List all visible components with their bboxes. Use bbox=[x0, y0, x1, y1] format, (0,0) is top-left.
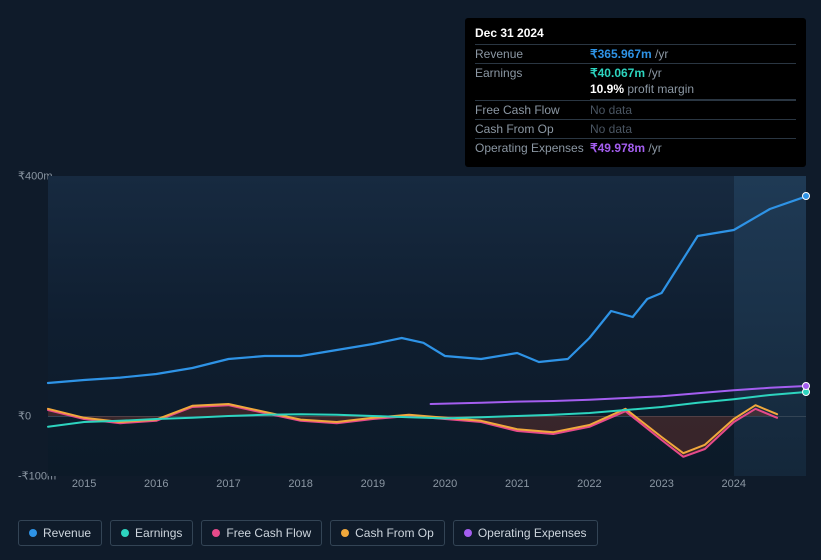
tooltip-row-label: Earnings bbox=[475, 66, 590, 80]
chart-legend: Revenue Earnings Free Cash Flow Cash From O… bbox=[18, 520, 598, 546]
legend-item-cash-from-op[interactable]: Cash From Op bbox=[330, 520, 445, 546]
tooltip-row-value: No data bbox=[590, 103, 632, 117]
series-area bbox=[48, 405, 777, 457]
legend-item-free-cash-flow[interactable]: Free Cash Flow bbox=[201, 520, 322, 546]
legend-swatch-icon bbox=[29, 529, 37, 537]
legend-swatch-icon bbox=[121, 529, 129, 537]
tooltip-row-label: Cash From Op bbox=[475, 122, 590, 136]
chart-plot-area[interactable] bbox=[48, 176, 806, 476]
x-axis-label: 2015 bbox=[72, 478, 96, 490]
series-line bbox=[431, 386, 806, 404]
x-axis-label: 2019 bbox=[361, 478, 385, 490]
legend-item-operating-expenses[interactable]: Operating Expenses bbox=[453, 520, 598, 546]
tooltip-row-label: Operating Expenses bbox=[475, 141, 590, 155]
x-axis-label: 2022 bbox=[577, 478, 601, 490]
series-end-marker bbox=[802, 192, 810, 200]
tooltip-profit-margin: 10.9% profit margin bbox=[590, 82, 796, 100]
tooltip-row-label: Free Cash Flow bbox=[475, 103, 590, 117]
tooltip-row: Free Cash FlowNo data bbox=[475, 100, 796, 119]
tooltip-row-label: Revenue bbox=[475, 47, 590, 61]
x-axis-label: 2017 bbox=[216, 478, 240, 490]
tooltip-date: Dec 31 2024 bbox=[475, 26, 796, 40]
legend-item-earnings[interactable]: Earnings bbox=[110, 520, 193, 546]
chart-tooltip-panel: Dec 31 2024 Revenue₹365.967m /yrEarnings… bbox=[465, 18, 806, 167]
tooltip-row: Operating Expenses₹49.978m /yr bbox=[475, 138, 796, 157]
tooltip-row-value: ₹365.967m /yr bbox=[590, 47, 668, 61]
y-axis-label: ₹0 bbox=[18, 410, 31, 423]
legend-label: Free Cash Flow bbox=[226, 526, 311, 540]
legend-item-revenue[interactable]: Revenue bbox=[18, 520, 102, 546]
x-axis-label: 2020 bbox=[433, 478, 457, 490]
tooltip-row: Earnings₹40.067m /yr bbox=[475, 63, 796, 82]
tooltip-row: Revenue₹365.967m /yr bbox=[475, 44, 796, 63]
x-axis-label: 2023 bbox=[649, 478, 673, 490]
legend-label: Earnings bbox=[135, 526, 182, 540]
series-end-marker bbox=[802, 382, 810, 390]
tooltip-row: Cash From OpNo data bbox=[475, 119, 796, 138]
financials-chart: ₹400m₹0-₹100m 20152016201720182019202020… bbox=[18, 160, 806, 500]
tooltip-row-value: ₹40.067m /yr bbox=[590, 66, 662, 80]
x-axis-label: 2021 bbox=[505, 478, 529, 490]
x-axis-label: 2016 bbox=[144, 478, 168, 490]
tooltip-row-value: ₹49.978m /yr bbox=[590, 141, 662, 155]
x-axis-label: 2024 bbox=[722, 478, 746, 490]
x-axis-label: 2018 bbox=[288, 478, 312, 490]
legend-label: Operating Expenses bbox=[478, 526, 587, 540]
legend-label: Cash From Op bbox=[355, 526, 434, 540]
series-line bbox=[48, 196, 806, 383]
legend-swatch-icon bbox=[212, 529, 220, 537]
legend-swatch-icon bbox=[464, 529, 472, 537]
chart-lines-svg bbox=[48, 176, 806, 476]
legend-swatch-icon bbox=[341, 529, 349, 537]
tooltip-row-value: No data bbox=[590, 122, 632, 136]
legend-label: Revenue bbox=[43, 526, 91, 540]
